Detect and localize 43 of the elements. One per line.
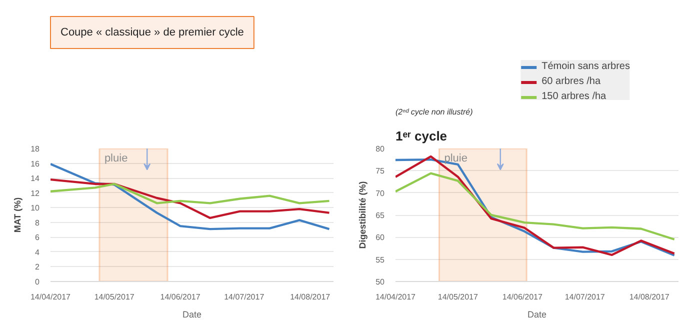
band-label: pluie — [104, 152, 128, 164]
chart-subtitle: (2ⁿᵈ cycle non illustré) — [396, 108, 474, 116]
x-tick-label: 14/05/2017 — [94, 292, 135, 302]
x-tick-label: 14/06/2017 — [160, 292, 201, 302]
x-tick-label: 14/07/2017 — [564, 292, 606, 302]
y-tick-label: 50 — [376, 278, 386, 286]
line-series — [50, 162, 330, 230]
y-tick-label: 80 — [376, 144, 386, 154]
x-axis-title: Date — [182, 310, 202, 320]
line-series — [396, 172, 676, 240]
y-tick-label: 12 — [30, 188, 40, 198]
x-tick-label: 14/04/2017 — [375, 292, 416, 302]
y-axis-title: MAT (%) — [12, 197, 23, 233]
legend-label: Témoin sans arbres — [542, 60, 630, 73]
y-tick-label: 4 — [35, 248, 40, 257]
y-tick-label: 8 — [35, 218, 40, 228]
x-tick-label: 14/04/2017 — [30, 292, 72, 302]
x-tick-label: 14/08/2017 — [629, 292, 670, 302]
legend-label: 150 arbres /ha — [542, 90, 606, 102]
y-tick-label: 0 — [35, 278, 40, 286]
legend-label: 60 arbres /ha — [542, 75, 601, 88]
chart-title: 1ᵉʳ cycle — [396, 128, 448, 144]
y-tick-label: 65 — [376, 211, 386, 220]
x-tick-label: 14/08/2017 — [290, 292, 331, 302]
chart-title: Coupe « classique » de premier cycle — [60, 26, 244, 38]
y-tick-label: 2 — [35, 262, 40, 272]
y-tick-label: 60 — [376, 233, 386, 242]
y-tick-label: 16 — [30, 159, 40, 168]
y-tick-label: 55 — [376, 255, 386, 264]
y-tick-label: 10 — [30, 204, 40, 213]
x-tick-label: 14/06/2017 — [502, 292, 544, 302]
y-tick-label: 75 — [376, 166, 386, 176]
x-axis-title: Date — [527, 310, 547, 320]
y-tick-label: 14 — [30, 174, 40, 184]
y-tick-label: 70 — [376, 188, 386, 198]
y-tick-label: 6 — [35, 233, 40, 242]
band-label: pluie — [444, 152, 468, 164]
x-tick-label: 14/05/2017 — [438, 292, 478, 302]
y-axis-title: Digestibilité (%) — [358, 181, 368, 249]
line-series — [50, 178, 330, 220]
y-tick-label: 18 — [30, 144, 40, 154]
line-series — [50, 182, 330, 204]
x-tick-label: 14/07/2017 — [224, 292, 265, 302]
